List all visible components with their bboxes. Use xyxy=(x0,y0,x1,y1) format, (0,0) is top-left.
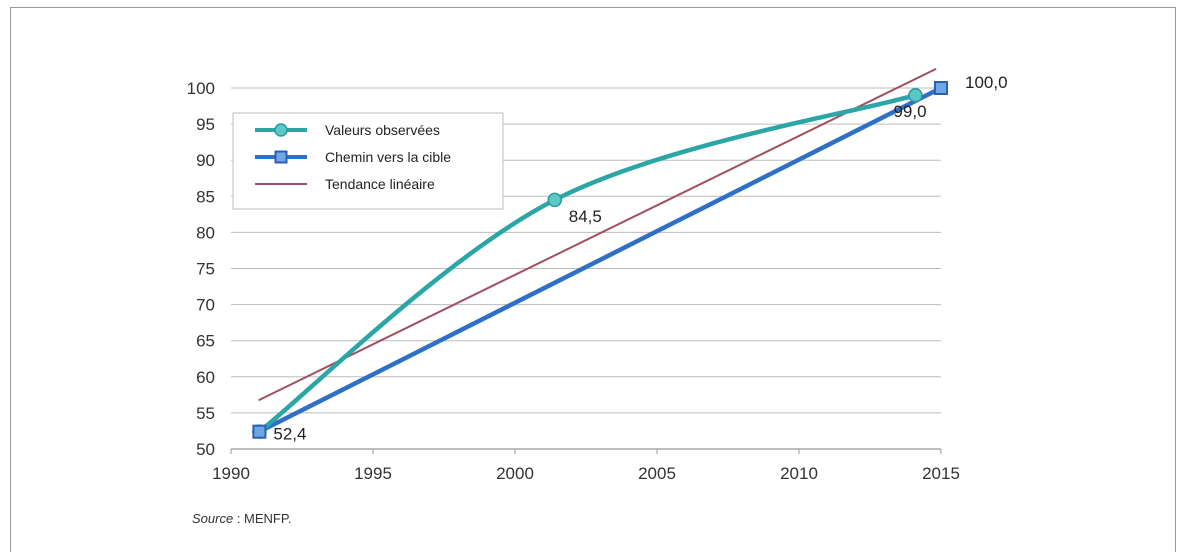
x-tick-label: 2000 xyxy=(496,464,534,483)
legend-label: Chemin vers la cible xyxy=(325,149,451,165)
y-tick-label: 70 xyxy=(196,296,215,315)
data-label: 99,0 xyxy=(893,102,926,121)
point-marker xyxy=(908,87,923,103)
point-marker xyxy=(934,81,948,95)
legend-marker xyxy=(274,150,288,164)
chart-frame xyxy=(10,7,1176,552)
y-tick-label: 95 xyxy=(196,115,215,134)
data-label: 100,0 xyxy=(965,73,1008,92)
y-tick-label: 65 xyxy=(196,332,215,351)
x-tick-label: 2005 xyxy=(638,464,676,483)
y-tick-label: 75 xyxy=(196,260,215,279)
legend-marker xyxy=(274,123,288,137)
x-tick-label: 2015 xyxy=(922,464,960,483)
legend: Valeurs observées Chemin vers la cible Ten… xyxy=(232,112,504,210)
data-label: 52,4 xyxy=(273,425,306,444)
series-markers xyxy=(252,81,948,439)
legend-label: Tendance linéaire xyxy=(325,176,435,192)
data-labels: 84,5 99,0 52,4 100,0 xyxy=(273,73,1007,444)
legend-label: Valeurs observées xyxy=(325,122,440,138)
y-tick-label: 80 xyxy=(196,223,215,242)
series-line-2 xyxy=(257,85,944,434)
point-marker xyxy=(547,192,563,208)
x-tick-label: 1995 xyxy=(354,464,392,483)
data-label: 84,5 xyxy=(569,207,602,226)
x-tick-label: 1990 xyxy=(212,464,250,483)
y-tick-label: 60 xyxy=(196,368,215,387)
source-value: : MENFP. xyxy=(233,511,292,526)
source-label: Source xyxy=(192,511,234,526)
y-tick-label: 90 xyxy=(196,151,215,170)
y-tick-label: 100 xyxy=(187,79,215,98)
point-marker xyxy=(252,424,267,439)
x-tick-label: 2010 xyxy=(780,464,818,483)
source-note: Source : MENFP. xyxy=(192,511,291,526)
series-line-3 xyxy=(258,68,937,401)
y-tick-label: 55 xyxy=(196,404,215,423)
y-tick-label: 85 xyxy=(196,187,215,206)
axes: 50 55 60 65 70 75 80 85 90 95 100 1990 1995 2000 2005 2… xyxy=(187,79,960,483)
y-tick-label: 50 xyxy=(196,440,215,459)
